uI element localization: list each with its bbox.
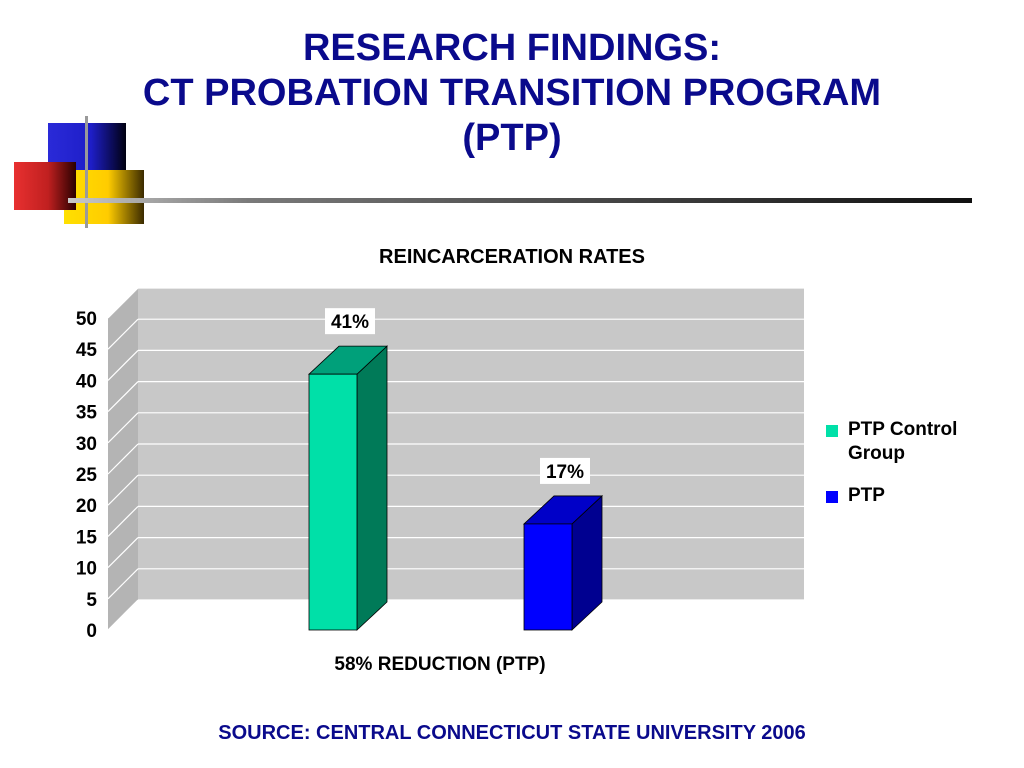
decorative-logo [0, 0, 160, 240]
y-tick-label: 10 [76, 559, 97, 580]
logo-vertical-line [85, 116, 88, 228]
title-divider [68, 198, 972, 203]
y-tick-label: 45 [76, 340, 98, 361]
legend-item-control-group: PTP Control Group [826, 418, 1006, 466]
title-line-2: CT PROBATION TRANSITION PROGRAM [142, 72, 882, 114]
gridline-side [107, 412, 139, 444]
chart-legend: PTP Control Group PTP [826, 418, 1006, 526]
y-tick-label: 35 [76, 403, 98, 424]
legend-label-control-group: PTP Control Group [848, 419, 958, 464]
gridline-side [107, 599, 139, 631]
data-label: 41% [331, 312, 369, 333]
y-tick-label: 15 [76, 527, 98, 548]
chart-title: REINCARCERATION RATES [379, 246, 645, 268]
gridline-side [107, 474, 139, 506]
gridline-side [107, 505, 139, 537]
page-title: RESEARCH FINDINGS: CT PROBATION TRANSITI… [60, 26, 964, 161]
legend-label-ptp: PTP [848, 485, 885, 506]
bar [523, 523, 573, 631]
y-tick-label: 5 [86, 590, 97, 611]
title-line-3: (PTP) [462, 117, 562, 159]
bar-chart: 0 5 10 15 20 25 30 35 40 45 50 41% 17% [76, 287, 804, 642]
data-label: 17% [546, 462, 584, 483]
reduction-note: 58% REDUCTION (PTP) [334, 654, 546, 675]
source-note: SOURCE: CENTRAL CONNECTICUT STATE UNIVER… [218, 722, 806, 744]
y-tick-label: 50 [76, 309, 97, 330]
gridline-side [107, 318, 139, 350]
y-tick-label: 40 [76, 371, 97, 392]
data-label-box [540, 457, 590, 484]
legend-swatch-control-group [826, 425, 838, 437]
red-square-shape [14, 162, 76, 210]
yellow-square-shape [64, 170, 144, 224]
legend-item-ptp: PTP [826, 484, 1006, 508]
title-line-1: RESEARCH FINDINGS: [302, 27, 722, 69]
gridline-side [107, 568, 139, 600]
y-tick-label: 0 [86, 621, 97, 642]
gridline-side [107, 537, 139, 569]
y-tick-label: 20 [76, 496, 97, 517]
gridline-side [107, 287, 139, 319]
y-tick-label: 30 [76, 434, 97, 455]
bar-side [356, 345, 388, 631]
data-label-box [325, 308, 375, 335]
bar [308, 373, 358, 631]
gridline-side [107, 443, 139, 475]
y-tick-label: 25 [76, 465, 98, 486]
legend-swatch-ptp [826, 491, 838, 503]
gridline-side [107, 381, 139, 413]
gridline-side [107, 349, 139, 381]
